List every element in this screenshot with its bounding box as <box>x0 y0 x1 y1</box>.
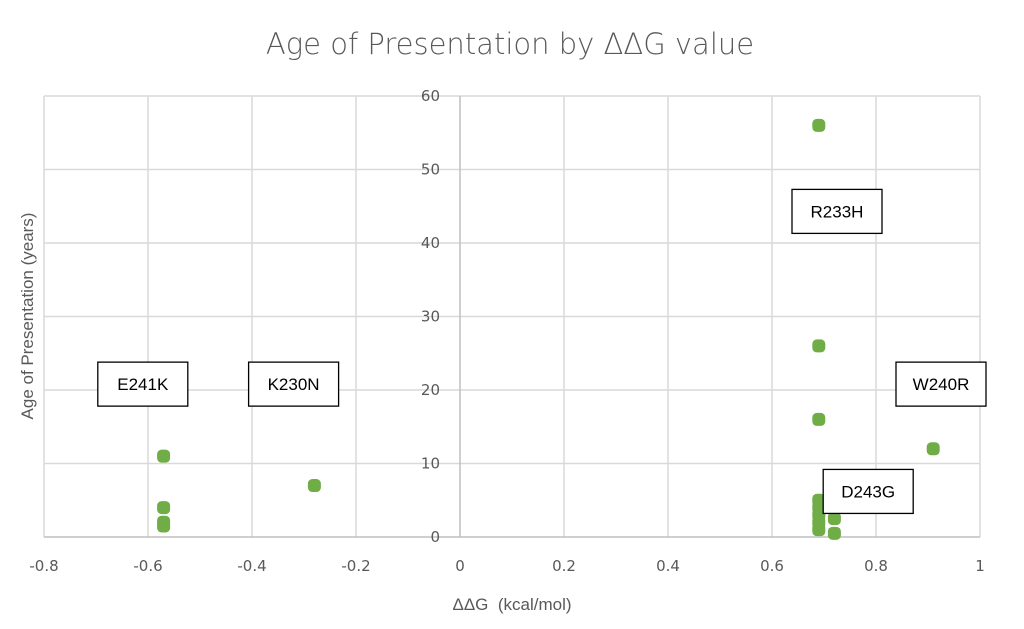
annotation-text: D243G <box>841 482 895 501</box>
gridlines <box>43 95 981 537</box>
annotation-label: K230N <box>247 361 340 407</box>
y-tick-label: 0 <box>430 528 440 546</box>
x-tick-label: -0.8 <box>29 557 58 575</box>
data-point <box>307 479 321 493</box>
annotation-box <box>247 361 340 407</box>
chart-title: Age of Presentation by ΔΔG value <box>266 27 754 61</box>
x-tick-label: 0.8 <box>864 557 888 575</box>
annotation-label: R233H <box>791 188 883 235</box>
annotation-box <box>895 361 987 407</box>
annotation-label: E241K <box>97 361 189 407</box>
y-tick-label: 10 <box>421 455 440 473</box>
data-point <box>812 523 826 537</box>
data-point <box>157 449 171 463</box>
annotation-text: W240R <box>913 375 970 394</box>
y-tick-label: 20 <box>421 381 440 399</box>
x-axis-label: ΔΔG (kcal/mol) <box>452 595 571 614</box>
x-tick-label: 1 <box>975 557 985 575</box>
annotation-box <box>791 188 883 235</box>
annotation-text: R233H <box>811 202 864 221</box>
data-point <box>827 512 841 526</box>
annotation-box <box>97 361 189 407</box>
y-tick-label: 30 <box>421 308 440 326</box>
annotation-text: K230N <box>268 375 320 394</box>
y-tick-label: 60 <box>421 87 440 105</box>
data-point <box>812 118 826 132</box>
data-point <box>827 526 841 540</box>
y-tick-label: 50 <box>421 161 440 179</box>
x-tick-label: -0.2 <box>341 557 370 575</box>
data-points <box>157 118 940 540</box>
annotation-label: W240R <box>895 361 987 407</box>
y-tick-label: 40 <box>421 234 440 252</box>
annotation-text: E241K <box>117 375 169 394</box>
axes <box>44 96 980 538</box>
data-point <box>157 519 171 533</box>
x-tick-label: 0.2 <box>552 557 576 575</box>
tick-labels: -0.8 -0.6 -0.4 -0.2 0 0.2 0.4 0.6 0.8 10102030405… <box>29 87 984 575</box>
annotations: E241K K230N R233H W240R D243G <box>97 188 987 515</box>
x-tick-label: 0.4 <box>656 557 680 575</box>
x-tick-label: 0.6 <box>760 557 784 575</box>
x-tick-label: -0.4 <box>237 557 266 575</box>
data-point <box>157 501 171 515</box>
data-point <box>812 339 826 353</box>
data-point <box>812 412 826 426</box>
y-axis-label: Age of Presentation (years) <box>18 213 37 420</box>
x-tick-label: 0 <box>455 557 465 575</box>
x-tick-label: -0.6 <box>133 557 162 575</box>
data-point <box>926 442 940 456</box>
annotation-label: D243G <box>822 468 914 515</box>
annotation-box <box>822 468 914 515</box>
